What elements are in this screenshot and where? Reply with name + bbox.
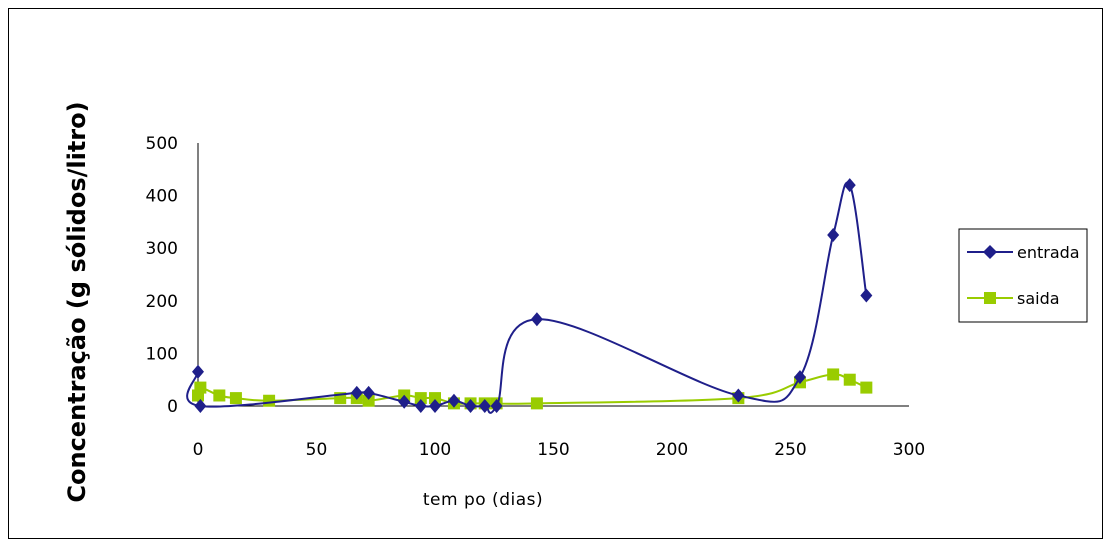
- data-point-entrada: [827, 228, 840, 243]
- data-point-entrada: [192, 364, 204, 379]
- data-point-entrada: [429, 399, 441, 413]
- legend: entrada saida: [958, 228, 1088, 323]
- data-point-saida: [429, 392, 441, 405]
- y-tick-label: 0: [167, 397, 178, 417]
- data-point-saida: [827, 368, 840, 381]
- x-tick-labels: 0 50 100 150 200 250 300: [193, 440, 926, 460]
- legend-saida-label: saida: [1017, 289, 1060, 308]
- x-tick-label: 200: [656, 440, 688, 460]
- series-saida: [192, 368, 873, 410]
- data-point-entrada: [398, 394, 411, 409]
- y-tick-label: 500: [146, 134, 178, 154]
- y-axis-label: Concentração (g sólidos/litro): [63, 101, 91, 502]
- legend-entrada-marker: [983, 245, 997, 259]
- y-tick-labels: 0 100 200 300 400 500: [146, 134, 178, 417]
- data-point-saida: [530, 397, 543, 410]
- series-entrada: [186, 178, 873, 414]
- legend-box: [958, 228, 1088, 323]
- line-chart: 0 100 200 300 400 500 0 50 100 150 200 250 300 tem …: [63, 101, 1088, 510]
- x-axis-label: tem po (dias): [423, 490, 543, 510]
- legend-entrada-label: entrada: [1017, 243, 1080, 262]
- y-tick-label: 300: [146, 239, 178, 259]
- x-tick-label: 150: [537, 440, 569, 460]
- x-tick-label: 300: [893, 440, 925, 460]
- x-tick-label: 100: [419, 440, 451, 460]
- data-point-entrada: [464, 399, 477, 413]
- data-point-saida: [362, 394, 375, 407]
- data-point-entrada: [478, 399, 491, 413]
- data-point-saida: [263, 394, 276, 407]
- x-tick-label: 250: [774, 440, 806, 460]
- series-layer: [186, 178, 873, 414]
- data-point-saida: [860, 381, 873, 394]
- legend-saida-marker: [984, 292, 996, 304]
- data-point-entrada: [194, 399, 207, 413]
- y-tick-label: 200: [146, 292, 178, 312]
- data-point-entrada: [860, 288, 873, 303]
- data-point-entrada: [414, 399, 427, 413]
- data-point-entrada: [793, 370, 806, 385]
- x-tick-label: 50: [306, 440, 328, 460]
- data-point-entrada: [530, 312, 543, 327]
- data-point-saida: [213, 389, 226, 402]
- data-point-entrada: [490, 399, 503, 413]
- data-point-saida: [229, 392, 242, 405]
- data-point-saida: [843, 373, 856, 386]
- data-point-entrada: [732, 388, 745, 403]
- data-point-entrada: [362, 385, 375, 400]
- data-point-entrada: [350, 385, 363, 400]
- y-tick-label: 100: [146, 344, 178, 364]
- plot-axes: [197, 143, 909, 407]
- series-line-saida: [196, 373, 867, 405]
- chart-frame: 0 100 200 300 400 500 0 50 100 150 200 250 300 tem …: [8, 8, 1103, 539]
- x-tick-label: 0: [193, 440, 204, 460]
- y-tick-label: 400: [146, 187, 178, 207]
- data-point-saida: [194, 381, 207, 394]
- data-point-saida: [414, 392, 427, 405]
- data-point-entrada: [843, 178, 856, 193]
- data-point-entrada: [447, 393, 460, 408]
- series-line-entrada: [186, 181, 868, 414]
